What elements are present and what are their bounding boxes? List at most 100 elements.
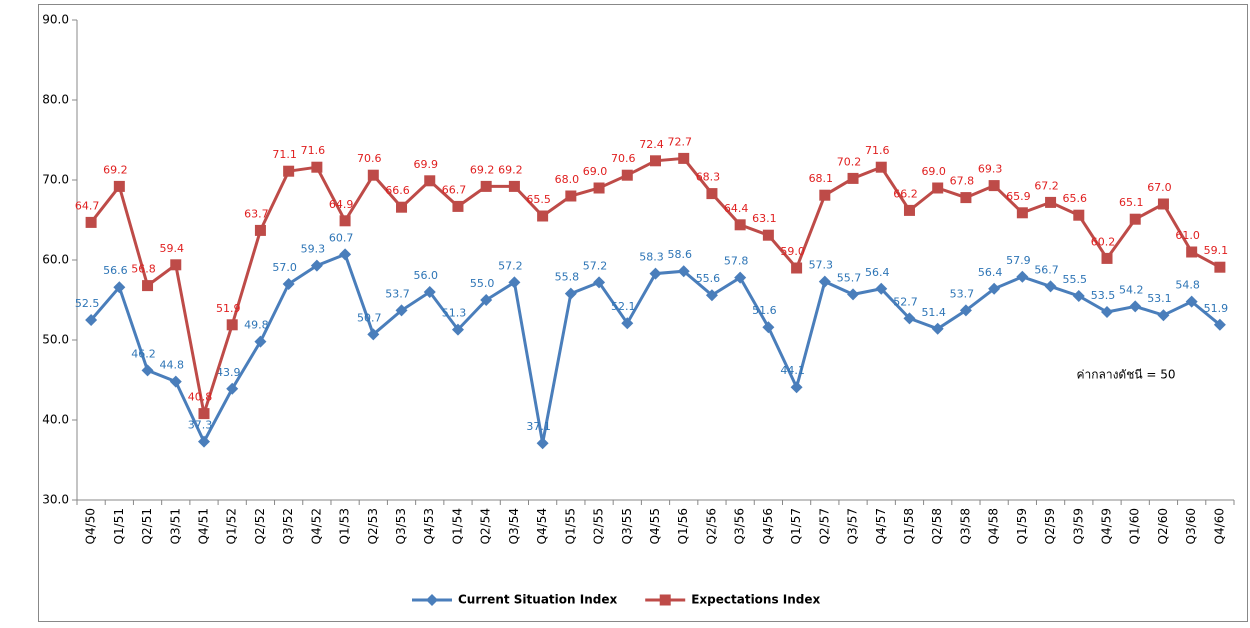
point [734, 271, 747, 284]
point [649, 267, 662, 280]
value-label: 56.4 [978, 266, 1003, 279]
value-label: 46.2 [131, 347, 156, 360]
point [198, 408, 210, 420]
point [960, 192, 972, 204]
point [1157, 198, 1169, 210]
value-label: 53.5 [1091, 289, 1116, 302]
value-label: 71.6 [865, 144, 890, 157]
point [677, 265, 690, 278]
x-tick-label: Q3/60 [1184, 508, 1198, 544]
value-label: 52.7 [893, 295, 918, 308]
value-label: 57.8 [724, 255, 749, 268]
point [395, 304, 408, 317]
value-label: 57.0 [272, 261, 297, 274]
value-label: 56.6 [103, 264, 128, 277]
point [424, 175, 436, 187]
value-label: 59.4 [160, 242, 185, 255]
annotation: ค่ากลางดัชนี = 50 [1076, 368, 1175, 382]
value-label: 53.7 [950, 287, 975, 300]
x-tick-label: Q4/60 [1212, 508, 1226, 544]
value-label: 69.2 [103, 163, 128, 176]
value-label: 54.8 [1175, 279, 1200, 292]
point [452, 200, 464, 212]
point [903, 204, 915, 216]
point [875, 282, 888, 295]
point [508, 180, 520, 192]
point [734, 219, 746, 231]
x-tick-label: Q3/57 [846, 508, 860, 544]
x-tick-label: Q1/53 [338, 508, 352, 544]
point [1044, 280, 1057, 293]
point [311, 161, 323, 173]
x-tick-label: Q1/59 [1015, 508, 1029, 544]
point [903, 312, 916, 325]
point [959, 304, 972, 317]
point [170, 259, 182, 271]
point [537, 210, 549, 222]
value-label: 52.1 [611, 300, 636, 313]
value-label: 57.2 [583, 259, 608, 272]
value-label: 72.7 [667, 135, 692, 148]
y-tick-label: 60.0 [42, 253, 69, 267]
value-label: 56.0 [413, 269, 438, 282]
value-label: 63.7 [244, 207, 269, 220]
x-tick-label: Q2/53 [366, 508, 380, 544]
point [396, 201, 408, 213]
value-label: 55.5 [1063, 273, 1088, 286]
point [1016, 270, 1029, 283]
point [197, 435, 210, 448]
value-label: 51.4 [921, 306, 946, 319]
x-tick-label: Q1/55 [563, 508, 577, 544]
value-label: 54.2 [1119, 283, 1144, 296]
y-tick-label: 40.0 [42, 413, 69, 427]
value-label: 57.3 [809, 259, 834, 272]
point [1072, 290, 1085, 302]
point [988, 282, 1001, 295]
point [169, 375, 182, 388]
x-tick-label: Q2/52 [253, 508, 267, 544]
value-label: 70.2 [837, 155, 862, 168]
point [621, 169, 633, 181]
point [480, 180, 492, 192]
value-label: 65.9 [1006, 190, 1031, 203]
y-tick-label: 80.0 [42, 93, 69, 107]
value-label: 69.0 [583, 165, 608, 178]
point [678, 152, 690, 164]
value-label: 44.1 [780, 364, 805, 377]
value-label: 68.0 [555, 173, 580, 186]
value-label: 69.3 [978, 163, 1003, 176]
value-label: 66.2 [893, 187, 918, 200]
point [1186, 246, 1198, 258]
point [85, 314, 98, 326]
point [141, 364, 154, 377]
value-label: 56.8 [131, 263, 156, 276]
x-tick-label: Q1/58 [902, 508, 916, 544]
point [282, 278, 295, 290]
point [1101, 252, 1113, 264]
x-tick-label: Q2/58 [930, 508, 944, 544]
value-label: 49.8 [244, 319, 269, 332]
x-tick-label: Q3/59 [1071, 508, 1085, 544]
value-label: 37.1 [526, 420, 551, 433]
value-label: 68.1 [809, 172, 834, 185]
point [1073, 209, 1085, 221]
value-label: 64.4 [724, 202, 749, 215]
point [705, 289, 718, 302]
value-label: 70.6 [357, 152, 382, 165]
point [367, 169, 379, 181]
point [113, 180, 125, 192]
point [565, 190, 577, 202]
x-tick-label: Q3/54 [507, 508, 521, 544]
point [339, 248, 352, 261]
point [564, 287, 577, 300]
x-tick-label: Q4/54 [535, 508, 549, 544]
point [508, 276, 521, 289]
value-label: 63.1 [752, 212, 777, 225]
value-label: 67.8 [950, 175, 975, 188]
x-tick-label: Q4/55 [648, 508, 662, 544]
point [593, 182, 605, 194]
point [706, 188, 718, 200]
point [1214, 261, 1226, 273]
